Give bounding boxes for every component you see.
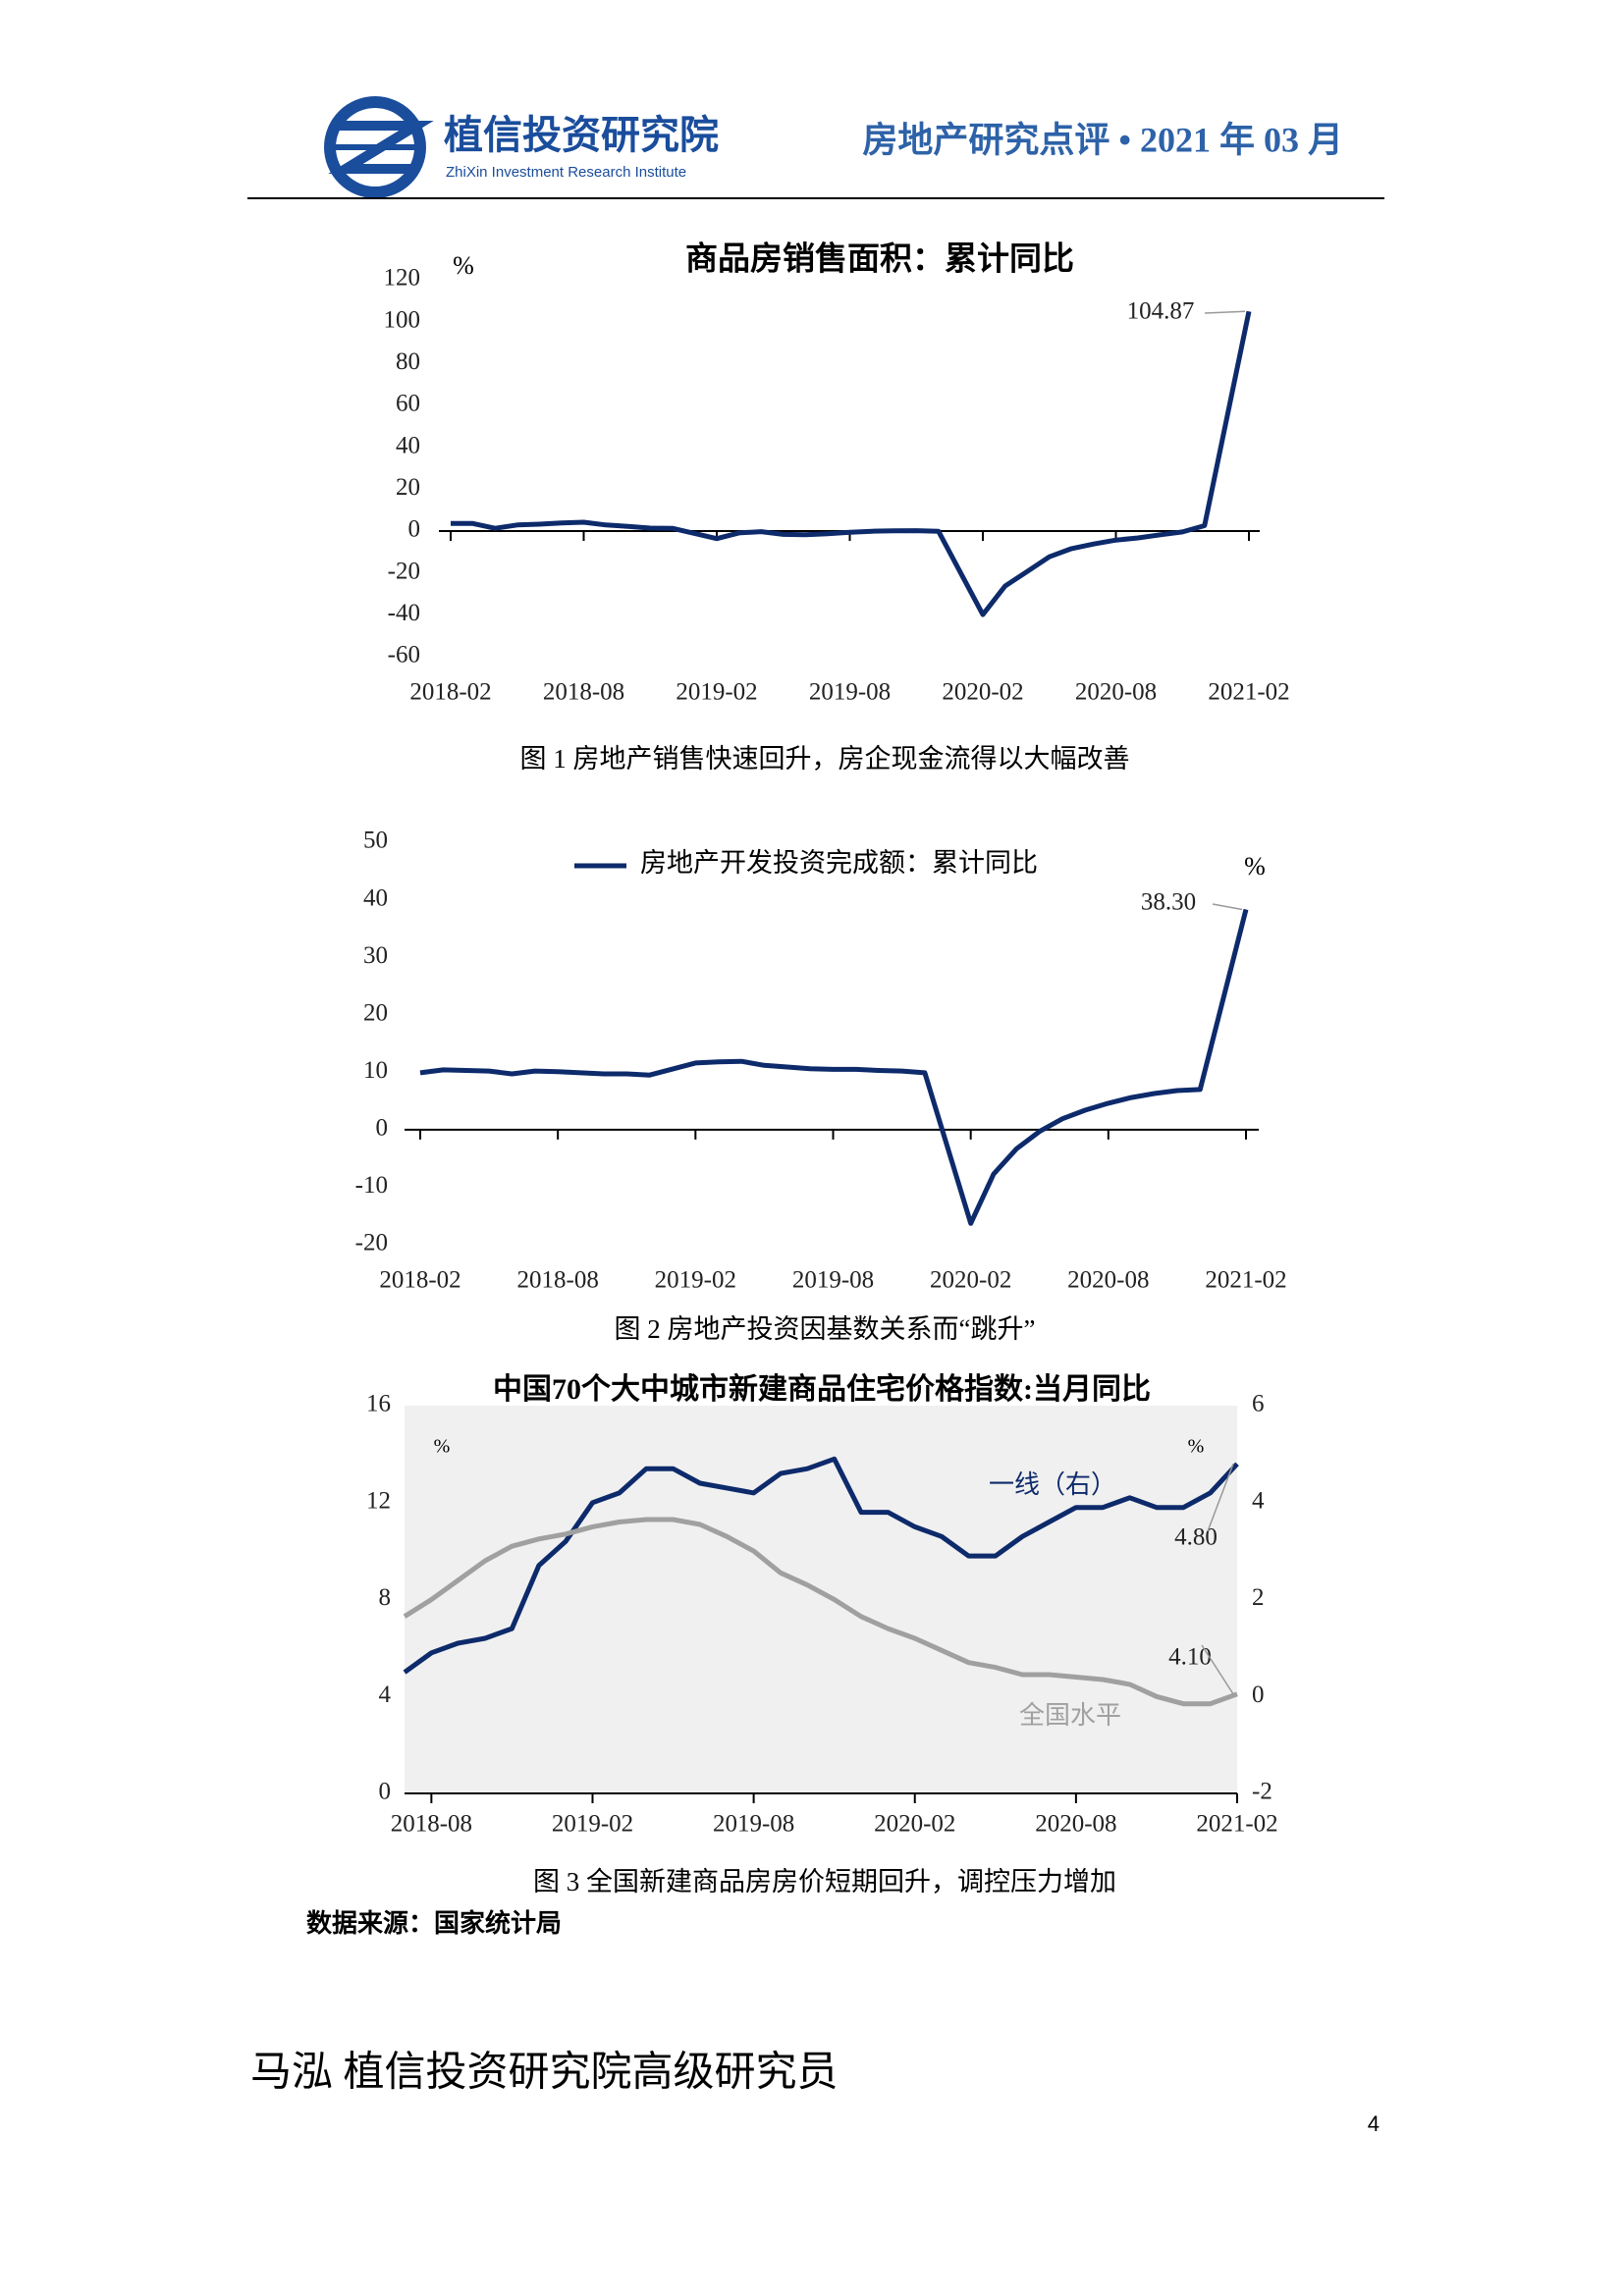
- data-label: 4.80: [1174, 1524, 1218, 1551]
- y-tick-label: 60: [396, 391, 420, 417]
- y-tick-label: 100: [384, 306, 421, 333]
- x-tick-label: 2019-08: [713, 1811, 794, 1838]
- x-tick-label: 2020-02: [874, 1811, 955, 1838]
- y-tick-label: 16: [366, 1391, 391, 1417]
- y-tick-label: 50: [363, 828, 388, 854]
- data-label: 38.30: [1141, 889, 1196, 916]
- legend-label: 房地产开发投资完成额：累计同比: [640, 848, 1038, 878]
- y-tick-label: -20: [355, 1230, 388, 1256]
- caption: 图 1 房地产销售快速回升，房企现金流得以大幅改善: [520, 744, 1130, 774]
- chart-title: 中国70个大中城市新建商品住宅价格指数:当月同比: [493, 1372, 1151, 1406]
- y-axis-label: %: [1244, 852, 1266, 881]
- y-axis-label: %: [453, 251, 474, 280]
- x-tick-label: 2020-02: [930, 1267, 1011, 1294]
- y-tick-label: 0: [408, 516, 421, 543]
- y-tick-label: 20: [396, 474, 420, 501]
- x-tick-label: 2018-02: [379, 1267, 460, 1294]
- author: 马泓 植信投资研究院高级研究员: [250, 2050, 839, 2096]
- y-tick-label: 30: [363, 942, 388, 969]
- y-tick-label: 40: [363, 884, 388, 911]
- label-leader: [1201, 1644, 1234, 1695]
- x-tick-label: 2020-02: [942, 679, 1023, 706]
- series-line: [419, 908, 1249, 1226]
- caption: 图 3 全国新建商品房房价短期回升，调控压力增加: [533, 1867, 1116, 1896]
- x-tick-label: 2021-02: [1205, 1267, 1286, 1294]
- x-tick-label: 2020-08: [1067, 1267, 1149, 1294]
- source: 数据来源：国家统计局: [306, 1908, 562, 1938]
- x-tick-label: 2018-08: [543, 679, 624, 706]
- page-number: 4: [1368, 2111, 1380, 2136]
- org-name-en: ZhiXin Investment Research Institute: [446, 164, 686, 181]
- series-line: [403, 1456, 1239, 1675]
- y2-tick-label: 4: [1252, 1487, 1265, 1514]
- y2-tick-label: -2: [1252, 1779, 1272, 1805]
- x-tick-label: 2018-02: [409, 679, 491, 706]
- x-tick-label: 2019-08: [792, 1267, 874, 1294]
- series-label: 全国水平: [1019, 1701, 1121, 1730]
- y-tick-label: -60: [388, 642, 420, 668]
- y-tick-label: 0: [376, 1115, 389, 1142]
- data-label: 104.87: [1127, 298, 1195, 325]
- y-tick-label: 120: [384, 265, 421, 292]
- y-tick-label: 80: [396, 348, 420, 375]
- y2-tick-label: 0: [1252, 1682, 1265, 1708]
- x-tick-label: 2020-08: [1075, 679, 1157, 706]
- x-tick-label: 2019-08: [809, 679, 891, 706]
- y-tick-label: 12: [366, 1487, 391, 1514]
- y-tick-label: 4: [379, 1682, 392, 1708]
- x-tick-label: 2021-02: [1196, 1811, 1277, 1838]
- y-tick-label: -20: [388, 558, 420, 584]
- series-line: [403, 1517, 1238, 1707]
- y-tick-label: 20: [363, 999, 388, 1026]
- org-name: 植信投资研究院: [444, 113, 719, 157]
- series-label: 一线（右）: [989, 1470, 1116, 1499]
- y-tick-label: 0: [379, 1779, 392, 1805]
- label-leader: [1207, 1463, 1234, 1532]
- x-tick-label: 2019-02: [676, 679, 757, 706]
- report-title: 房地产研究点评 • 2021 年 03 月: [862, 120, 1343, 159]
- series-line: [451, 310, 1252, 617]
- y-tick-label: 10: [363, 1057, 388, 1084]
- chart-title: 商品房销售面积：累计同比: [685, 241, 1074, 278]
- label-leader: [1212, 903, 1243, 911]
- x-tick-label: 2018-08: [391, 1811, 472, 1838]
- y-tick-label: 8: [379, 1584, 392, 1611]
- plot-area: [405, 1406, 1237, 1793]
- x-tick-label: 2021-02: [1208, 679, 1289, 706]
- caption: 图 2 房地产投资因基数关系而“跳升”: [615, 1314, 1036, 1344]
- y-tick-label: -10: [355, 1172, 388, 1199]
- y-axis-label: %: [434, 1436, 451, 1458]
- label-leader: [1204, 310, 1246, 314]
- x-tick-label: 2018-08: [517, 1267, 599, 1294]
- y2-tick-label: 6: [1252, 1391, 1265, 1417]
- y-tick-label: 40: [396, 432, 420, 458]
- x-tick-label: 2019-02: [655, 1267, 736, 1294]
- y-tick-label: -40: [388, 600, 420, 626]
- data-label: 4.10: [1168, 1644, 1212, 1671]
- y2-tick-label: 2: [1252, 1584, 1265, 1611]
- y2-axis-label: %: [1188, 1436, 1205, 1458]
- x-tick-label: 2019-02: [552, 1811, 633, 1838]
- logo: [324, 96, 434, 198]
- x-tick-label: 2020-08: [1035, 1811, 1116, 1838]
